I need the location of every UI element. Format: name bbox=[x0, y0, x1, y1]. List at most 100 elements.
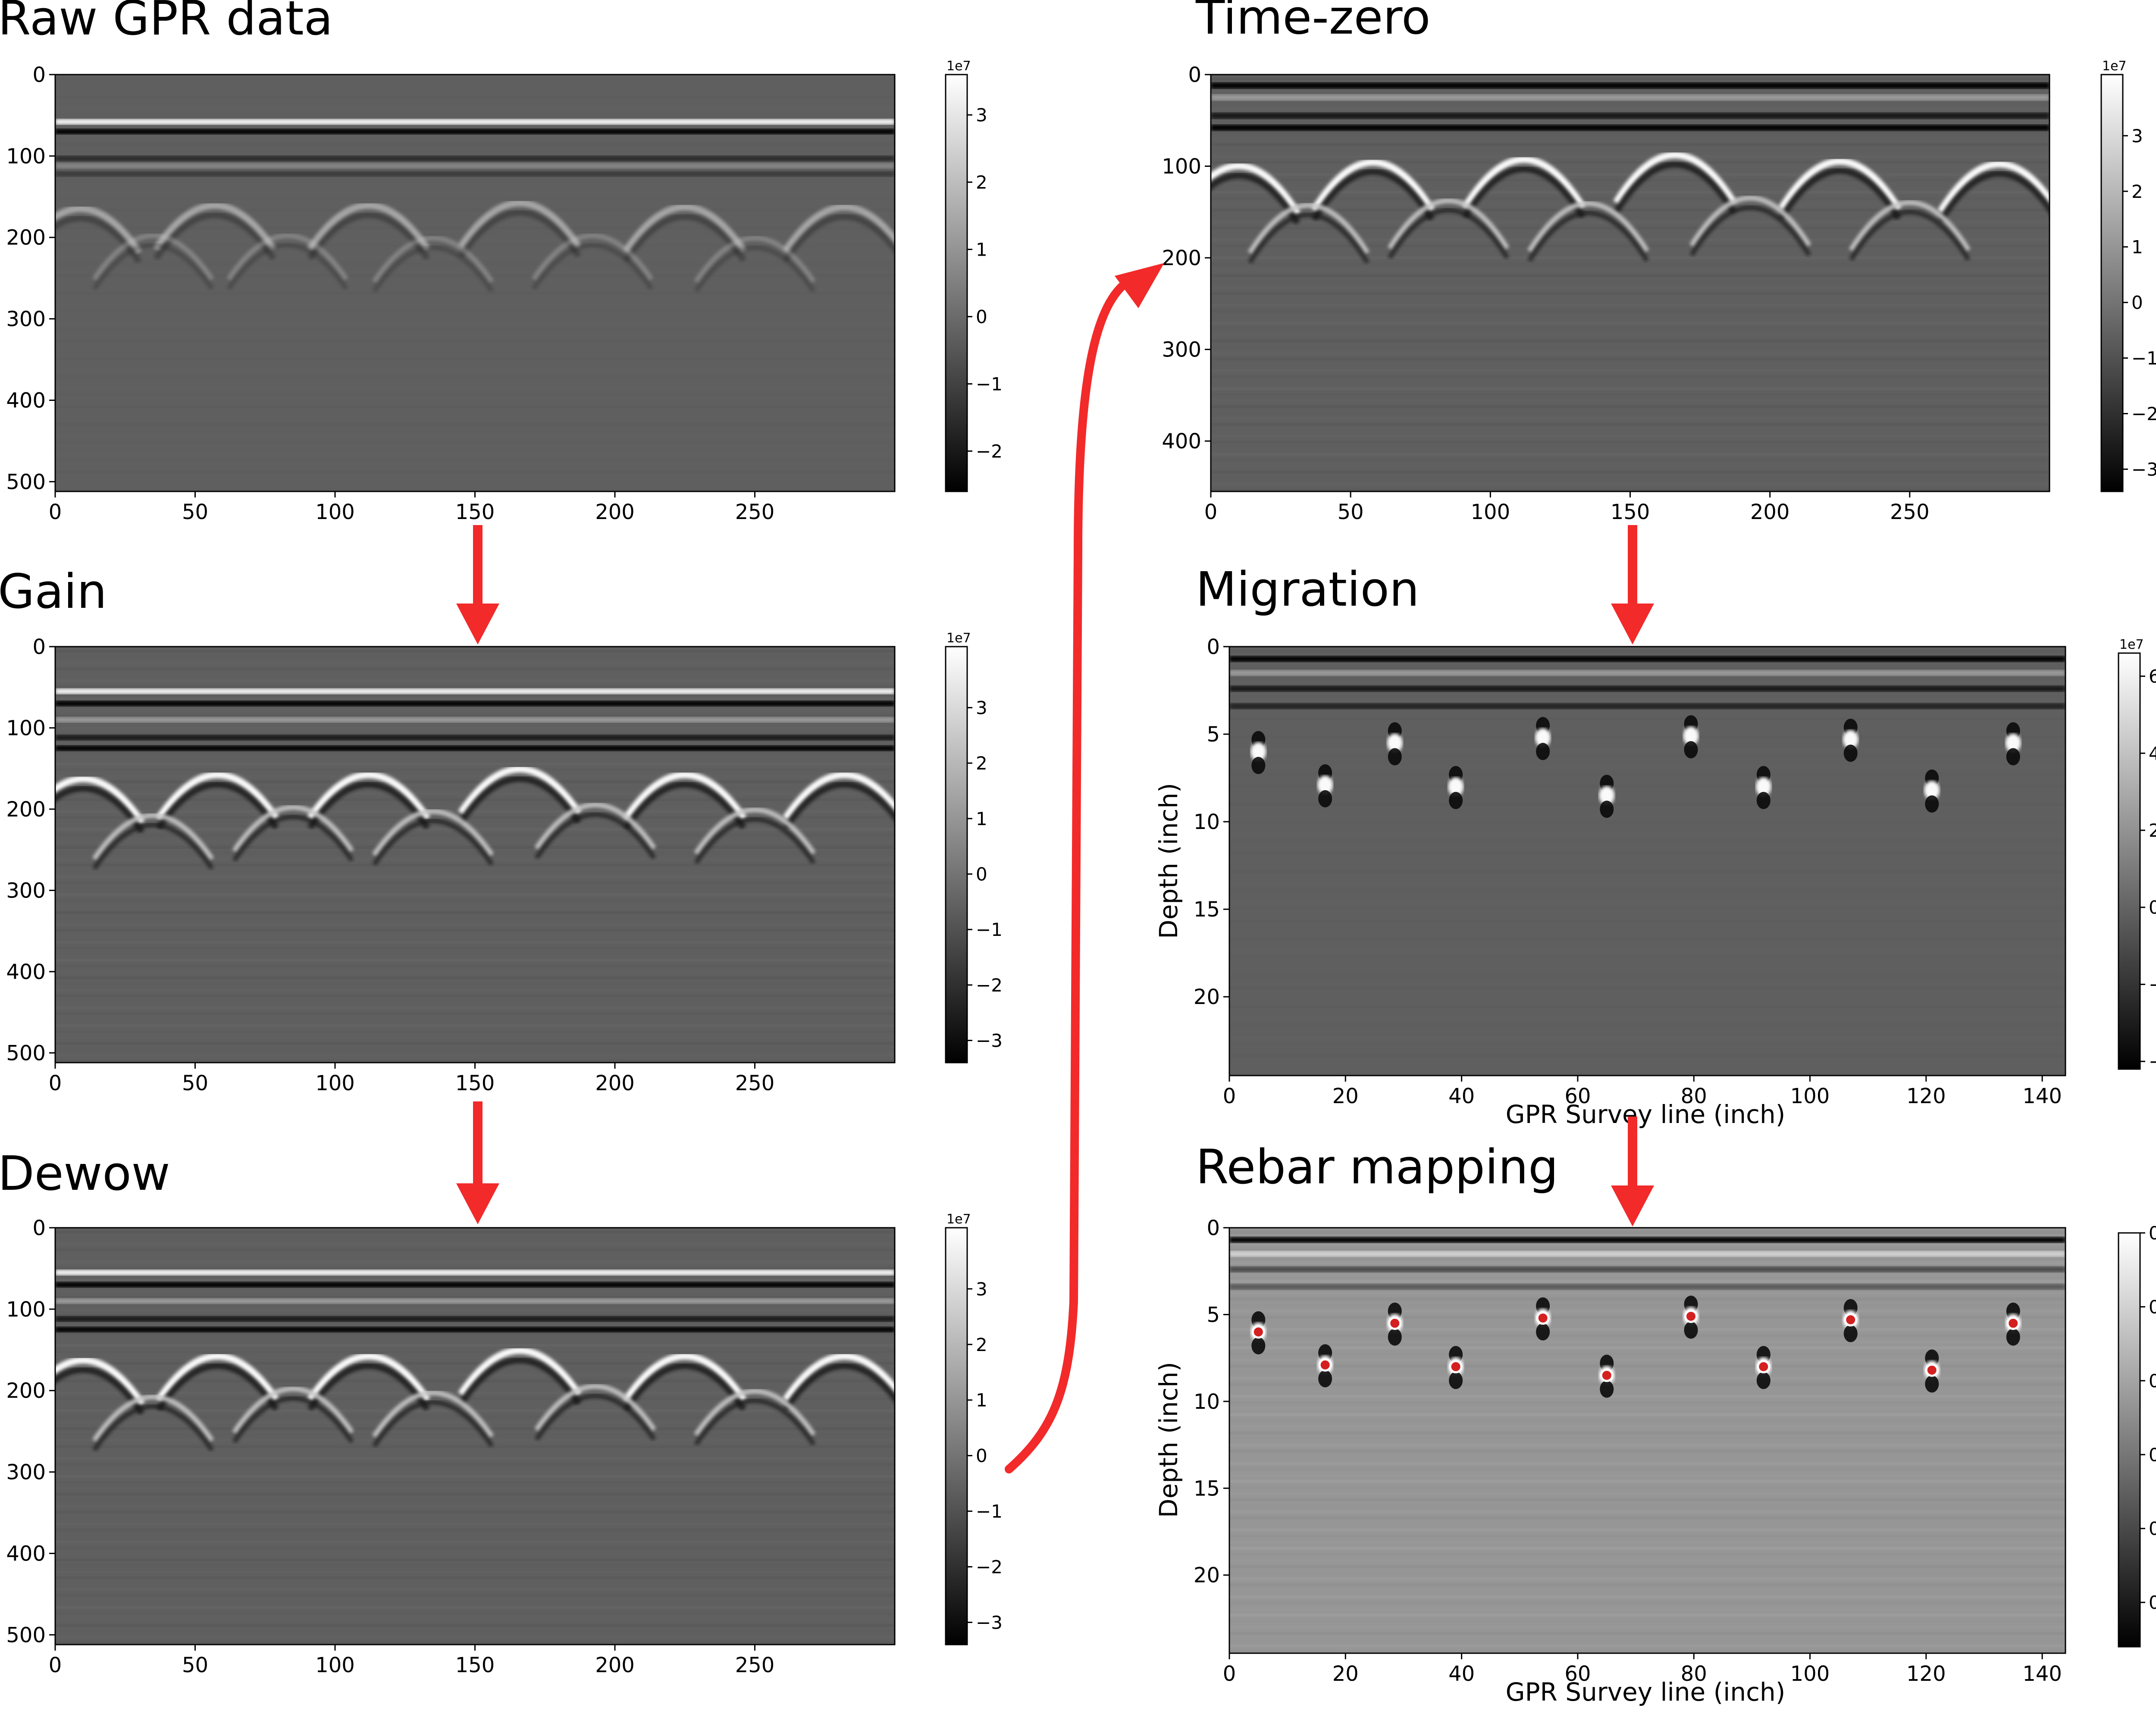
striation bbox=[1229, 1632, 2065, 1635]
striation bbox=[1229, 833, 2065, 837]
striation bbox=[1229, 772, 2065, 776]
striation bbox=[55, 661, 895, 665]
colorbar-exponent: 1e7 bbox=[946, 1212, 971, 1227]
y-tick-label: 400 bbox=[6, 960, 46, 984]
striation bbox=[55, 905, 895, 908]
striation bbox=[55, 185, 895, 188]
striation bbox=[1211, 441, 2049, 444]
striation bbox=[55, 351, 895, 355]
y-tick-label: 400 bbox=[6, 1542, 46, 1566]
striation bbox=[1229, 1565, 2065, 1568]
striation bbox=[55, 280, 895, 283]
hyperbola-dark bbox=[372, 245, 494, 293]
striation bbox=[1211, 143, 2049, 146]
colorbar-tick-label: 1 bbox=[2131, 237, 2143, 258]
striation bbox=[1229, 925, 2065, 929]
striation bbox=[55, 482, 895, 486]
striation bbox=[1211, 339, 2049, 343]
arrow-head bbox=[1115, 263, 1164, 308]
y-tick-label: 300 bbox=[6, 307, 46, 332]
striation bbox=[1229, 1328, 2065, 1331]
rebar-dark-lobe bbox=[1251, 1337, 1266, 1354]
y-tick-label: 5 bbox=[1206, 1303, 1220, 1327]
striation bbox=[1211, 464, 2049, 468]
x-tick-label: 0 bbox=[1204, 500, 1218, 524]
reflection-band bbox=[55, 1270, 895, 1276]
striation bbox=[55, 1612, 895, 1615]
striation bbox=[55, 1576, 895, 1580]
y-tick-label: 300 bbox=[6, 1461, 46, 1485]
striation bbox=[55, 899, 895, 902]
striation bbox=[55, 1594, 895, 1597]
hyperbola-bright bbox=[55, 776, 145, 825]
striation bbox=[1229, 1467, 2065, 1471]
rebar-reflection bbox=[1683, 726, 1699, 746]
striation bbox=[55, 1035, 895, 1039]
striation bbox=[1211, 250, 2049, 253]
striation bbox=[55, 673, 895, 676]
striation bbox=[1229, 931, 2065, 935]
striation bbox=[1211, 161, 2049, 164]
y-tick-label: 400 bbox=[6, 388, 46, 413]
hyperbola-dark bbox=[783, 781, 895, 830]
striation bbox=[55, 893, 895, 896]
hyperbola-dark bbox=[458, 776, 581, 824]
rebar-dark-lobe bbox=[1684, 741, 1698, 759]
hyperbola-bright bbox=[1937, 160, 2049, 214]
hyperbola-dark bbox=[55, 1367, 144, 1415]
striation bbox=[1229, 1516, 2065, 1520]
striation bbox=[1229, 791, 2065, 794]
striation bbox=[55, 470, 895, 474]
striation bbox=[55, 83, 895, 87]
striation bbox=[1211, 244, 2049, 247]
striation bbox=[1211, 77, 2049, 81]
x-tick-label: 0 bbox=[49, 500, 62, 524]
hyperbola-bright bbox=[1462, 156, 1586, 209]
striation bbox=[1211, 155, 2049, 158]
reflection-band bbox=[1229, 669, 2065, 676]
hyperbola-dark bbox=[1463, 166, 1586, 218]
hyperbola-bright bbox=[226, 233, 348, 281]
colorbar: −4 −2 0 2 4 6 1e7 bbox=[2118, 637, 2156, 1072]
rebar-marker bbox=[1536, 1311, 1550, 1325]
colorbar-tick-label: −1 bbox=[976, 1501, 1003, 1522]
plot-frame bbox=[1228, 1227, 2066, 1654]
striation bbox=[55, 405, 895, 408]
striation bbox=[55, 1356, 895, 1359]
arrow-head bbox=[456, 1183, 499, 1224]
striation bbox=[1229, 778, 2065, 782]
striation bbox=[1229, 907, 2065, 910]
striation bbox=[1211, 387, 2049, 391]
hyperbola-dark bbox=[307, 212, 430, 260]
striation bbox=[1211, 167, 2049, 170]
x-tick-label: 50 bbox=[182, 1653, 208, 1677]
striation bbox=[55, 1463, 895, 1466]
hyperbola-dark bbox=[1614, 161, 1736, 214]
colorbar-tick-label: 1 bbox=[976, 808, 987, 829]
striation bbox=[55, 1266, 895, 1270]
striation bbox=[1211, 280, 2049, 283]
y-tick-label: 15 bbox=[1194, 1476, 1220, 1501]
hyperbola-bright bbox=[694, 235, 816, 283]
rebar-marker bbox=[1251, 1325, 1265, 1339]
striation bbox=[1229, 1364, 2065, 1368]
x-tick-label: 80 bbox=[1681, 1662, 1707, 1686]
radargram-image bbox=[55, 75, 895, 491]
reflection-band bbox=[1211, 94, 2049, 101]
rebar-dark-lobe bbox=[1251, 757, 1266, 774]
striation bbox=[1229, 956, 2065, 959]
striation bbox=[55, 1552, 895, 1555]
colorbar-tick-label: 2 bbox=[2149, 820, 2156, 841]
striation bbox=[1211, 208, 2049, 212]
x-tick-label: 100 bbox=[1790, 1084, 1830, 1108]
striation bbox=[1229, 1249, 2065, 1252]
hyperbola-bright bbox=[1689, 195, 1811, 247]
hyperbola-dark bbox=[1388, 208, 1509, 259]
striation bbox=[55, 1391, 895, 1395]
striation bbox=[1229, 1541, 2065, 1544]
striation bbox=[1211, 256, 2049, 260]
striation bbox=[55, 923, 895, 926]
striation bbox=[1229, 1029, 2065, 1033]
